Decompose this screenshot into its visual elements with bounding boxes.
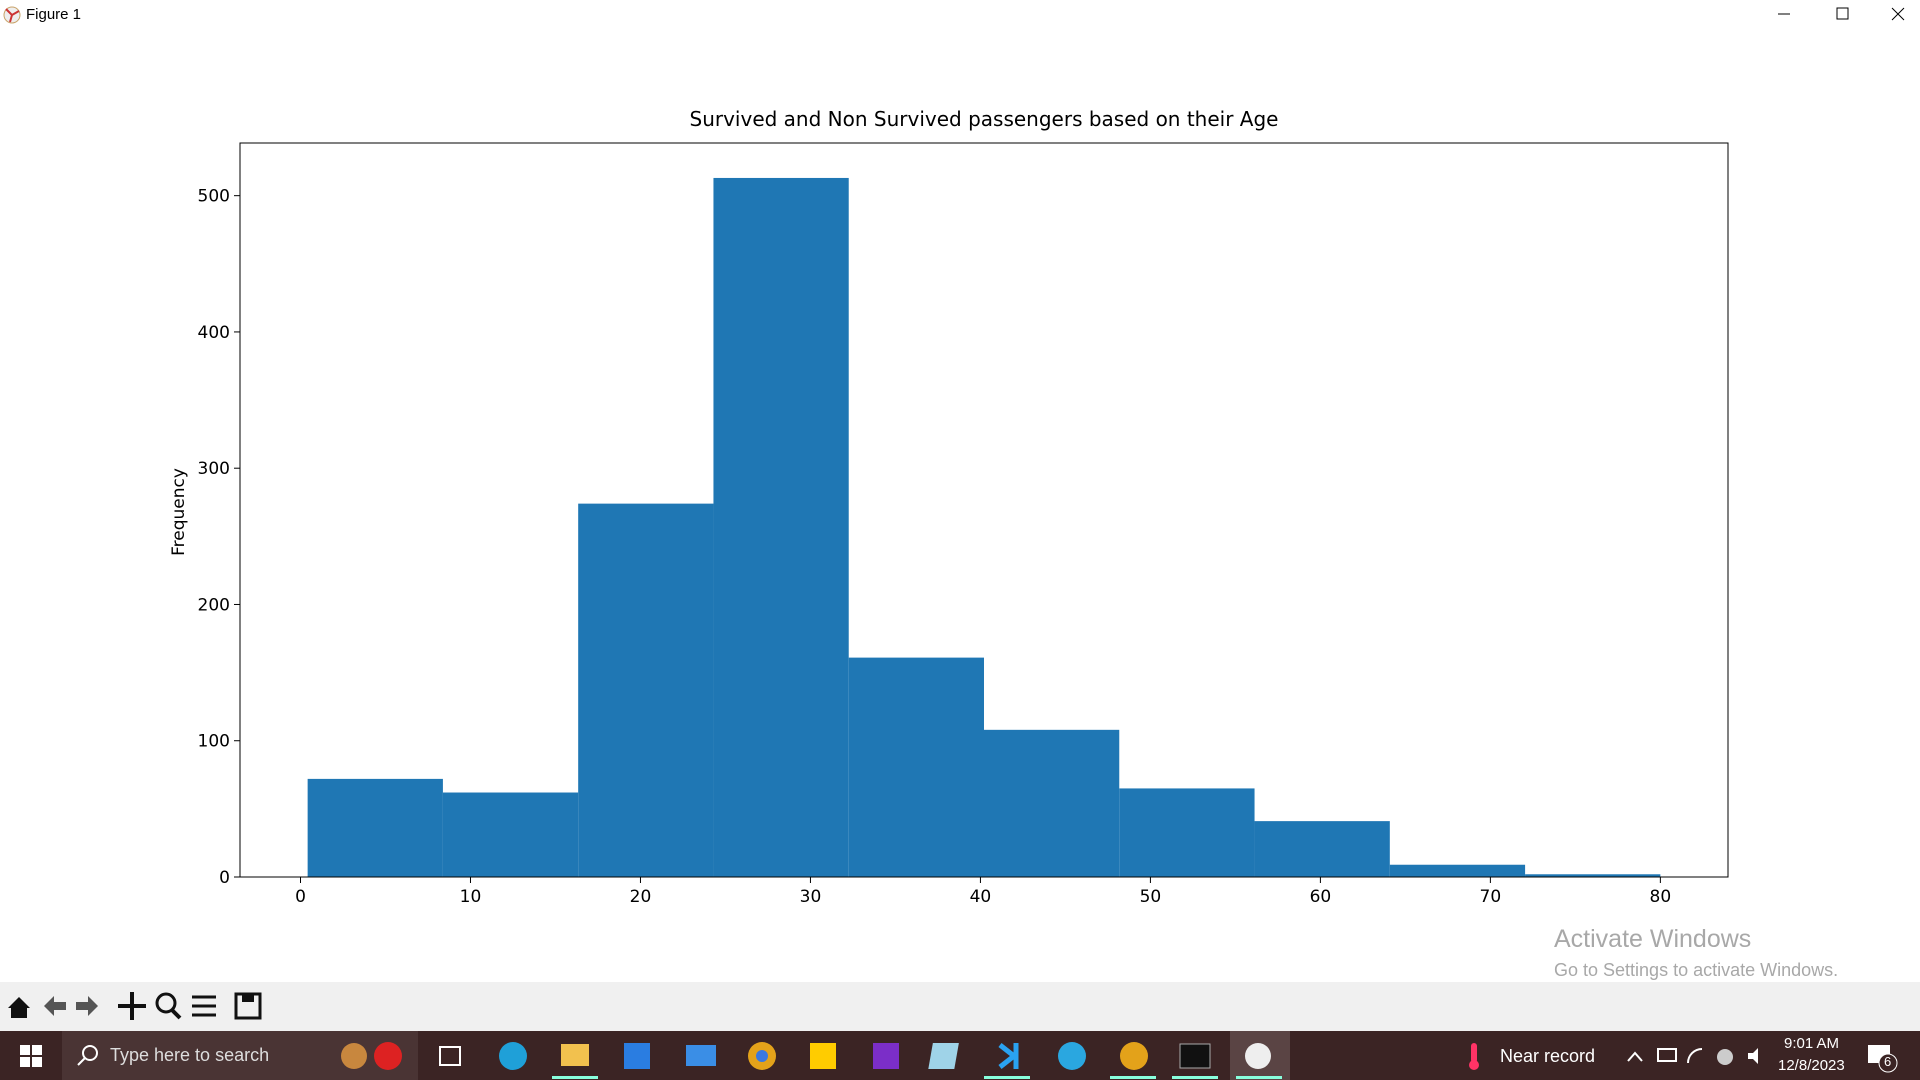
bar — [984, 729, 1120, 877]
toolbar — [0, 982, 1920, 1031]
bar — [1389, 864, 1526, 877]
plot-frame — [239, 142, 1729, 878]
search-box[interactable]: Type here to search — [62, 1031, 418, 1080]
x-tick-label: 60 — [1310, 887, 1332, 907]
clock-date: 12/8/2023 — [1778, 1057, 1845, 1074]
window-title: Figure 1 — [26, 6, 82, 23]
bar — [848, 657, 984, 877]
clock-time: 9:01 AM — [1784, 1035, 1840, 1052]
title-bar: Figure 1 — [0, 0, 1920, 30]
bar — [1119, 788, 1255, 877]
search-placeholder: Type here to search — [110, 1045, 270, 1065]
y-tick-label: 100 — [198, 732, 230, 752]
app-icon — [3, 6, 21, 24]
weather-text: Near record — [1500, 1046, 1596, 1066]
bar — [1525, 874, 1661, 877]
weather-icon — [1469, 1043, 1479, 1070]
taskbar-apps[interactable] — [430, 1031, 1290, 1080]
notification-count: 6 — [1884, 1054, 1892, 1069]
chart: Survived and Non Survived passengers bas… — [169, 107, 1729, 907]
x-tick-label: 20 — [630, 887, 652, 907]
watermark-text: Go to Settings to activate Windows. — [1554, 960, 1839, 980]
toolbar-buttons[interactable] — [0, 982, 270, 1031]
y-tick-label: 500 — [198, 187, 230, 207]
start-button[interactable] — [0, 1031, 62, 1080]
x-tick-label: 40 — [970, 887, 992, 907]
y-tick-label: 400 — [198, 323, 230, 343]
bar — [442, 792, 579, 877]
x-tick-label: 10 — [460, 887, 482, 907]
watermark-title: Activate Windows — [1554, 925, 1752, 953]
bar — [713, 177, 849, 877]
y-tick-label: 0 — [219, 868, 230, 888]
bar — [578, 503, 714, 877]
x-tick-label: 80 — [1650, 887, 1672, 907]
x-tick-label: 0 — [295, 887, 306, 907]
bar — [1254, 821, 1390, 877]
notifications[interactable] — [1864, 1039, 1900, 1075]
window-controls[interactable] — [1760, 0, 1920, 30]
taskbar: Type here to search Near record 9:01 AM … — [0, 1031, 1920, 1080]
y-axis-label: Frequency — [169, 468, 189, 556]
y-tick-label: 200 — [198, 595, 230, 615]
x-tick-label: 30 — [800, 887, 822, 907]
x-tick-label: 70 — [1480, 887, 1502, 907]
y-tick-label: 300 — [198, 459, 230, 479]
chart-title: Survived and Non Survived passengers bas… — [690, 107, 1279, 131]
x-tick-label: 50 — [1140, 887, 1162, 907]
bar — [307, 778, 443, 877]
tray-icons[interactable] — [1620, 1031, 1770, 1080]
